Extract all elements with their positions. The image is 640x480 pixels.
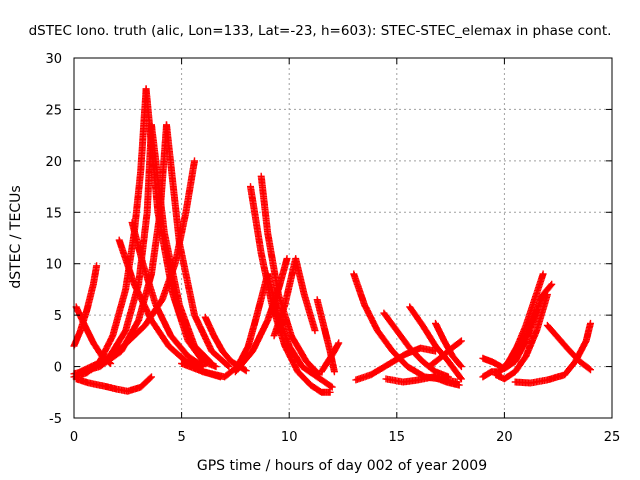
marker-trail bbox=[163, 121, 233, 371]
series-pass-ae bbox=[505, 280, 556, 365]
marker-trail bbox=[350, 270, 461, 386]
data-points bbox=[70, 85, 594, 396]
series-pass-ac bbox=[492, 291, 551, 383]
y-axis-label: dSTEC / TECUs bbox=[8, 185, 24, 288]
y-tick-label: 10 bbox=[45, 258, 62, 273]
marker-trail bbox=[432, 319, 465, 371]
y-tick-label: 15 bbox=[45, 206, 62, 221]
series-pass-l bbox=[128, 219, 207, 371]
marker-trail bbox=[505, 280, 556, 365]
y-tick-label: 5 bbox=[54, 309, 62, 324]
x-tick-label: 15 bbox=[389, 430, 406, 445]
series-pass-u bbox=[350, 270, 461, 386]
marker-trail bbox=[247, 183, 334, 396]
y-tick-label: -5 bbox=[49, 412, 62, 427]
series-pass-ag bbox=[543, 321, 594, 374]
marker-trail bbox=[270, 255, 319, 340]
x-tick-label: 20 bbox=[496, 430, 513, 445]
x-tick-label: 25 bbox=[604, 430, 621, 445]
x-axis-label: GPS time / hours of day 002 of year 2009 bbox=[197, 458, 487, 474]
series-pass-q bbox=[270, 255, 319, 340]
marker-trail bbox=[318, 339, 343, 376]
series-pass-h bbox=[70, 262, 101, 350]
marker-trail bbox=[543, 321, 594, 374]
y-tick-label: 0 bbox=[54, 361, 62, 376]
y-tick-label: 30 bbox=[45, 52, 62, 67]
series-pass-aa bbox=[432, 319, 465, 371]
marker-trail bbox=[72, 373, 155, 395]
y-tick-label: 25 bbox=[45, 103, 62, 118]
chart-title: dSTEC Iono. truth (alic, Lon=133, Lat=-2… bbox=[29, 23, 612, 39]
marker-trail bbox=[231, 255, 291, 376]
marker-trail bbox=[72, 303, 115, 367]
series-pass-j bbox=[72, 373, 155, 395]
x-tick-label: 5 bbox=[177, 430, 185, 445]
marker-trail bbox=[128, 219, 207, 371]
series-pass-v bbox=[352, 344, 439, 384]
axis-ticks: 0 5 10 15 20 25 -5 0 5 10 15 20 25 30 bbox=[45, 52, 620, 445]
x-tick-label: 0 bbox=[70, 430, 78, 445]
x-tick-label: 10 bbox=[281, 430, 298, 445]
plot-frame bbox=[73, 57, 613, 419]
series-pass-t bbox=[318, 339, 343, 376]
marker-trail bbox=[352, 344, 439, 384]
marker-trail bbox=[382, 373, 463, 389]
series-pass-f bbox=[163, 121, 233, 371]
series-pass-r bbox=[231, 255, 291, 376]
series-pass-o bbox=[247, 183, 334, 396]
y-tick-label: 20 bbox=[45, 155, 62, 170]
series-pass-i bbox=[72, 303, 115, 367]
marker-trail bbox=[492, 291, 551, 383]
series-pass-y bbox=[382, 373, 463, 389]
marker-trail bbox=[70, 262, 101, 350]
